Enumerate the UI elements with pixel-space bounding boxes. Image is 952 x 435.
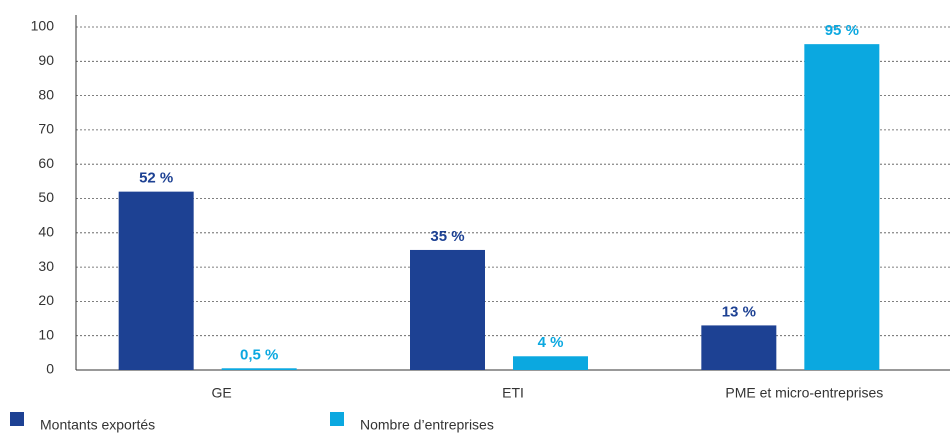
- y-tick-label: 40: [38, 224, 54, 240]
- y-tick-label: 100: [31, 18, 55, 34]
- y-tick-label: 0: [46, 361, 54, 377]
- bar: [701, 325, 777, 370]
- y-tick-label: 70: [38, 121, 54, 137]
- y-tick-label: 50: [38, 189, 54, 205]
- legend-label: Nombre d’entreprises: [360, 417, 494, 433]
- bar: [221, 368, 297, 370]
- value-label: 95 %: [825, 22, 859, 39]
- bar: [513, 356, 588, 370]
- y-tick-label: 90: [38, 52, 54, 68]
- value-label: 35 %: [430, 228, 464, 245]
- legend-label: Montants exportés: [40, 417, 155, 433]
- legend-swatch: [330, 412, 344, 426]
- value-label: 4 %: [538, 334, 564, 351]
- value-label: 0,5 %: [240, 346, 278, 363]
- y-tick-label: 10: [38, 326, 54, 342]
- x-tick-label: ETI: [502, 385, 524, 401]
- bar: [410, 249, 485, 370]
- value-label: 13 %: [722, 303, 756, 320]
- y-tick-label: 80: [38, 86, 54, 102]
- x-tick-label: PME et micro-entreprises: [725, 385, 883, 401]
- x-tick-label: GE: [212, 385, 232, 401]
- legend-swatch: [10, 412, 24, 426]
- y-tick-label: 20: [38, 292, 54, 308]
- bar: [118, 191, 194, 370]
- y-tick-label: 60: [38, 155, 54, 171]
- bar: [804, 44, 880, 371]
- value-label: 52 %: [139, 170, 173, 187]
- y-tick-label: 30: [38, 258, 54, 274]
